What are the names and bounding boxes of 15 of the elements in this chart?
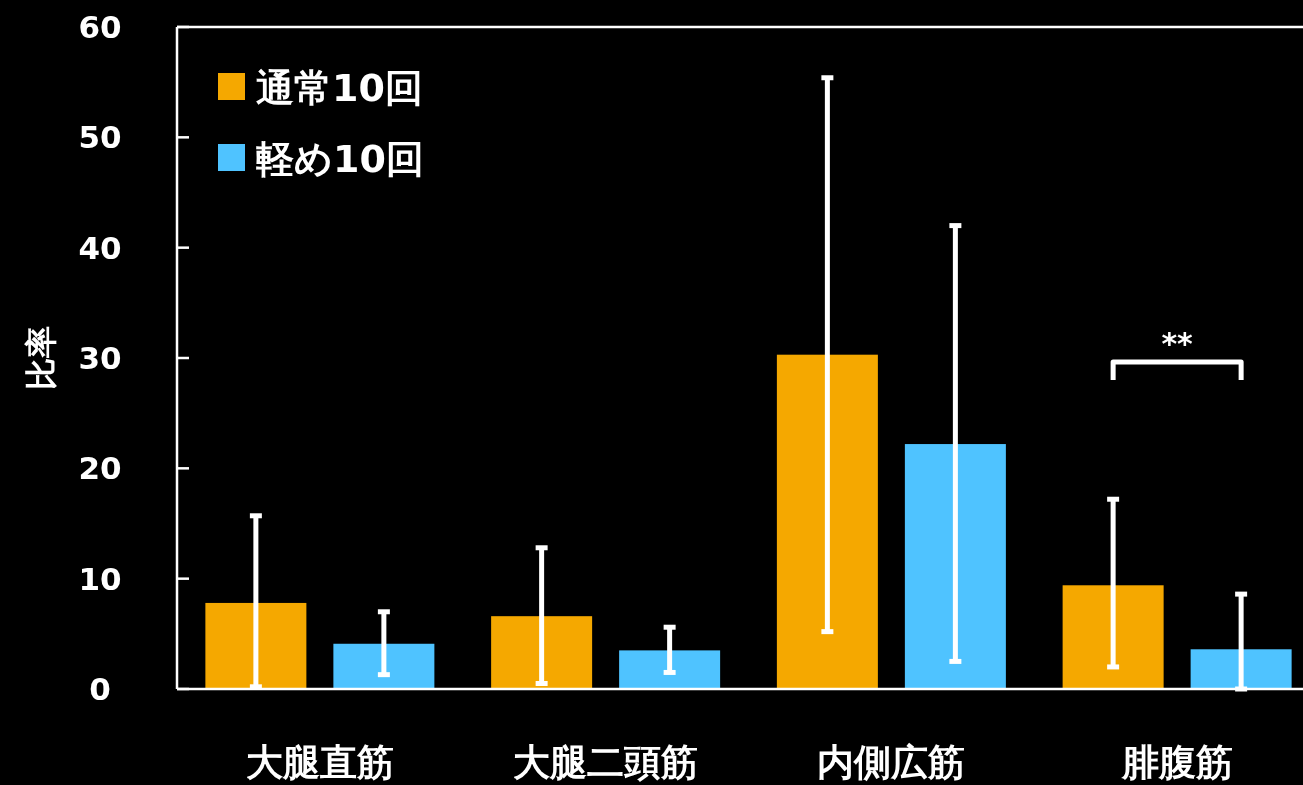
y-tick-label: 10 bbox=[78, 560, 122, 597]
y-tick-label: 50 bbox=[78, 119, 122, 156]
y-tick-label: 30 bbox=[78, 340, 122, 376]
x-tick-label: 大腿直筋 bbox=[245, 741, 394, 784]
legend-label: 軽め10回 bbox=[256, 137, 424, 181]
y-axis-title: 比率 bbox=[22, 326, 60, 390]
x-tick-label: 大腿二頭筋 bbox=[513, 741, 699, 784]
x-tick-label: 内側広筋 bbox=[817, 741, 966, 784]
legend-label: 通常10回 bbox=[256, 66, 423, 110]
y-tick-label: 0 bbox=[89, 671, 111, 707]
annotation: ** bbox=[1161, 326, 1194, 361]
y-tick-label: 20 bbox=[78, 450, 122, 487]
y-tick-label: 60 bbox=[78, 9, 122, 45]
x-tick-label: 腓腹筋 bbox=[1120, 741, 1233, 784]
y-tick-label: 40 bbox=[78, 229, 122, 266]
